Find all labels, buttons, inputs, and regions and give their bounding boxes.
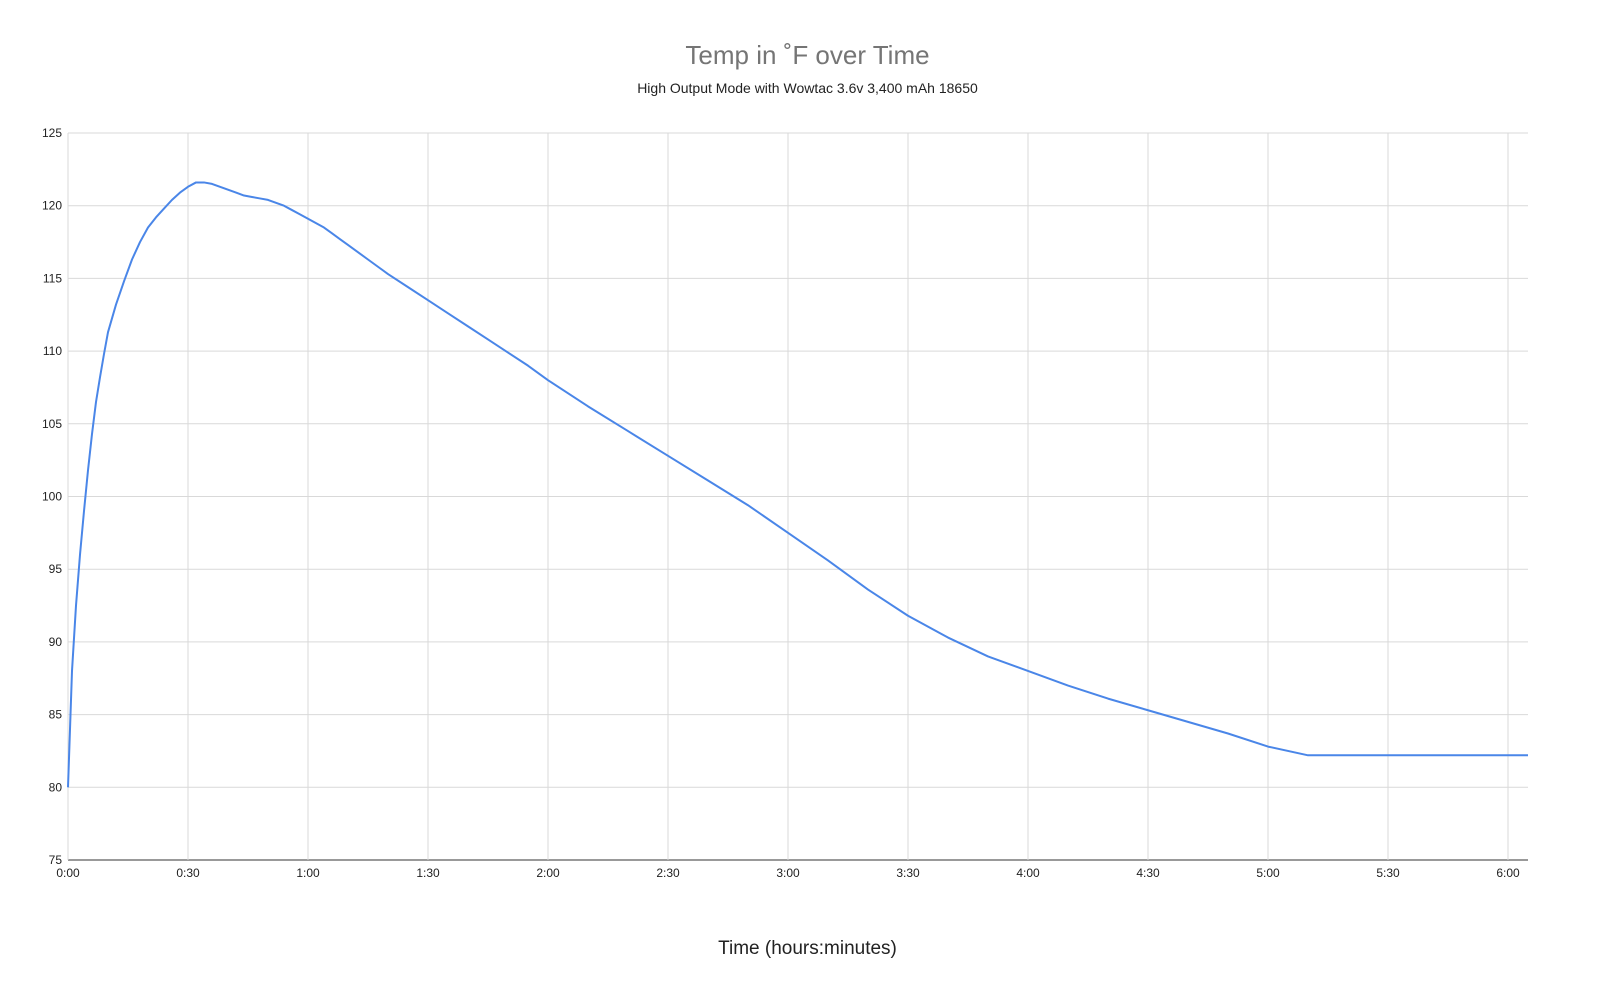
x-tick-label: 0:00 (56, 866, 80, 880)
x-tick-label: 0:30 (176, 866, 200, 880)
y-tick-label: 115 (43, 271, 62, 285)
y-tick-label: 125 (42, 126, 62, 140)
y-tick-label: 95 (49, 562, 63, 576)
y-tick-label: 120 (42, 199, 62, 213)
x-tick-label: 6:00 (1496, 866, 1520, 880)
x-tick-label: 2:30 (656, 866, 680, 880)
x-tick-label: 4:30 (1136, 866, 1160, 880)
series-line (67, 181, 1528, 788)
tick-labels: 75 80 85 90 95 100 105 110 115 120 125 0:00 0:30 1:00… (42, 126, 1520, 880)
chart-title: Temp in ˚F over Time (685, 40, 930, 70)
y-tick-label: 90 (49, 635, 63, 649)
x-tick-label: 1:30 (416, 866, 440, 880)
x-tick-label: 4:00 (1016, 866, 1040, 880)
chart-subtitle: High Output Mode with Wowtac 3.6v 3,400 … (637, 80, 978, 96)
x-tick-label: 5:30 (1376, 866, 1400, 880)
grid-lines (67, 132, 1528, 861)
x-tick-label: 1:00 (296, 866, 320, 880)
x-tick-label: 3:30 (896, 866, 920, 880)
y-tick-label: 105 (42, 417, 62, 431)
y-tick-label: 85 (49, 708, 63, 722)
x-axis-label: Time (hours:minutes) (718, 938, 897, 959)
y-tick-label: 80 (49, 780, 63, 794)
y-tick-label: 75 (49, 853, 63, 867)
x-tick-label: 5:00 (1256, 866, 1280, 880)
series-lines (67, 181, 1528, 788)
x-tick-label: 3:00 (776, 866, 800, 880)
y-tick-label: 100 (42, 490, 62, 504)
x-tick-label: 2:00 (536, 866, 560, 880)
y-tick-label: 110 (43, 344, 62, 358)
